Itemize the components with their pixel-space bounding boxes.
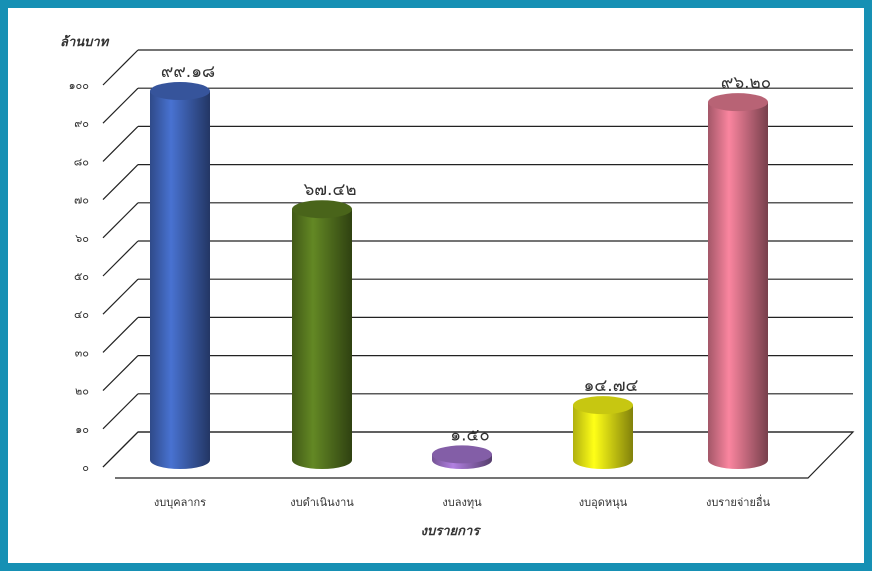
- chart-frame: ๐ ๑๐ ๒๐ ๓๐ ๔๐ ๕๐ ๖๐ ๗๐ ๘๐ ๙๐ ๑๐๐ ๙๙.๑๘๖๗.๔๒๑.๕๐ ๑๔.…: [8, 8, 864, 563]
- data-label: ๖๗.๔๒: [303, 180, 356, 200]
- bar-2: [292, 200, 352, 469]
- x-axis-categories: งบบุคลากร งบดำเนินงาน งบลงทุน งบอุดหนุน งบรา…: [154, 494, 771, 509]
- data-label: ๑.๕๐: [450, 425, 489, 445]
- gridline-side: [102, 316, 139, 353]
- data-label: ๙๖.๒๐: [721, 73, 771, 93]
- category-label: งบดำเนินงาน: [290, 496, 354, 509]
- bars: [150, 82, 768, 470]
- bar-3: [432, 445, 492, 469]
- gridline-side: [102, 393, 139, 430]
- y-tick-label: ๙๐: [74, 117, 89, 130]
- bar-5: [708, 93, 768, 470]
- data-label: ๙๙.๑๘: [161, 62, 215, 82]
- bar-4: [573, 396, 633, 469]
- y-tick-label: ๒๐: [75, 385, 89, 398]
- bar-body: [150, 91, 210, 469]
- bar-top: [432, 445, 492, 464]
- y-tick-label: ๕๐: [74, 270, 89, 283]
- bar-1: [150, 82, 210, 469]
- category-label: งบลงทุน: [442, 496, 482, 509]
- category-label: งบอุดหนุน: [579, 496, 628, 509]
- bar-top: [708, 93, 768, 112]
- y-tick-label: ๑๐๐: [69, 79, 89, 92]
- category-label: งบบุคลากร: [154, 496, 206, 509]
- y-tick-label: ๘๐: [74, 155, 89, 168]
- bar-top: [573, 396, 633, 415]
- bar-body: [573, 405, 633, 469]
- gridline-side: [102, 202, 139, 239]
- gridline-side: [102, 164, 139, 201]
- bar-body: [708, 102, 768, 470]
- y-tick-label: ๖๐: [75, 232, 89, 245]
- bar-body: [292, 209, 352, 469]
- data-label: ๑๔.๗๔: [584, 376, 639, 396]
- category-label: งบรายจ่ายอื่น: [706, 494, 771, 509]
- chart-floor: [102, 431, 855, 479]
- gridline-side: [102, 49, 139, 86]
- y-tick-label: ๗๐: [74, 194, 89, 207]
- y-tick-label: ๑๐: [75, 423, 89, 436]
- gridline-side: [102, 240, 139, 277]
- x-axis-title: งบรายการ: [421, 524, 482, 539]
- y-tick-label: ๔๐: [74, 308, 89, 321]
- y-axis-ticks: ๐ ๑๐ ๒๐ ๓๐ ๔๐ ๕๐ ๖๐ ๗๐ ๘๐ ๙๐ ๑๐๐: [69, 79, 89, 474]
- y-tick-label: ๐: [82, 461, 89, 474]
- bar-top: [292, 200, 352, 219]
- y-tick-label: ๓๐: [75, 346, 89, 359]
- gridline-side: [102, 278, 139, 315]
- gridline-side: [102, 87, 139, 124]
- y-axis-title: ล้านบาท: [60, 34, 110, 50]
- bar-top: [150, 82, 210, 101]
- gridline-side: [102, 355, 139, 392]
- gridline-side: [102, 125, 139, 162]
